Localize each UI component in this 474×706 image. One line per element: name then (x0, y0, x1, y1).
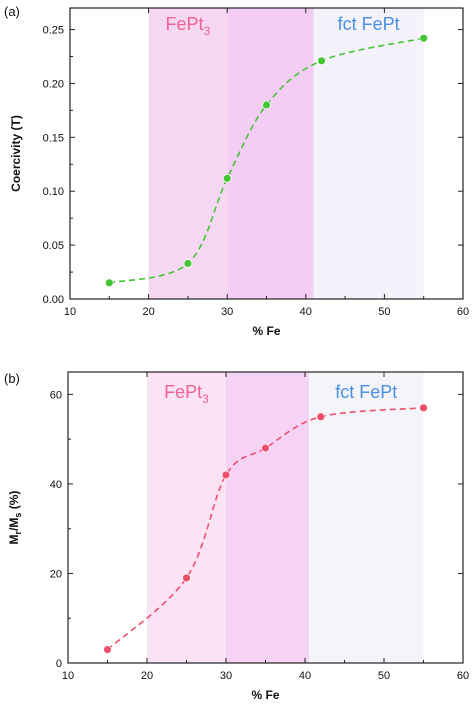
data-point (221, 470, 231, 480)
y-title-sub: s (13, 513, 23, 518)
x-axis-title: % Fe (252, 324, 280, 338)
y-tick-label: 0.20 (43, 78, 64, 90)
y-tick-label: 0.10 (43, 186, 64, 198)
region-band (147, 372, 226, 663)
region-label-sub: 3 (202, 392, 209, 406)
x-tick-label: 40 (299, 670, 311, 682)
region-label: fct FePt (335, 382, 397, 402)
region-band (308, 372, 424, 663)
x-tick-label: 30 (220, 670, 232, 682)
y-tick-label: 0 (56, 658, 62, 670)
data-point (419, 403, 428, 413)
y-title-part: M (7, 534, 21, 544)
x-tick-label: 60 (457, 306, 469, 318)
y-tick-label: 60 (50, 389, 62, 401)
region-band (227, 8, 314, 299)
data-point (317, 56, 326, 66)
x-tick-label: 40 (300, 306, 312, 318)
region-label-main: fct FePt (335, 382, 397, 402)
y-tick-label: 0.00 (43, 294, 64, 306)
region-label-main: FePt (166, 14, 204, 34)
panel-a: FePt3 fct FePt 10 20 30 40 50 60 0.00 0.05 0.10 0.1… (4, 4, 469, 338)
y-tick-label: 0.25 (43, 25, 64, 37)
x-tick-label: 10 (62, 670, 74, 682)
region-label-main: FePt (164, 382, 202, 402)
data-point (183, 259, 193, 268)
region-band (148, 8, 228, 299)
y-tick-label: 20 (50, 568, 62, 580)
y-axis-title: Coercivity (T) (9, 115, 23, 192)
panel-label: (b) (4, 371, 20, 386)
y-title-sub: r (13, 530, 23, 534)
x-tick-label: 30 (221, 306, 233, 318)
region-label: FePt3 (166, 14, 211, 38)
data-point (316, 412, 326, 422)
y-tick-label: 0.05 (43, 240, 64, 252)
data-point (419, 33, 429, 43)
x-tick-label: 50 (378, 670, 390, 682)
y-tick-label: 40 (50, 479, 62, 491)
x-tick-label: 20 (142, 306, 154, 318)
panel-b: FePt3 fct FePt 10 20 30 40 50 60 0 20 40 60 % Fe Mr/M… (4, 371, 469, 702)
y-tick-label: 0.15 (43, 132, 64, 144)
region-band (313, 8, 424, 299)
x-tick-label: 10 (64, 306, 76, 318)
x-tick-label: 20 (141, 670, 153, 682)
region-label-main: fct FePt (338, 14, 400, 34)
y-title-part: /M (7, 518, 21, 531)
x-tick-label: 60 (457, 670, 469, 682)
region-label-sub: 3 (204, 24, 211, 38)
data-point (103, 645, 112, 654)
data-point (261, 443, 270, 453)
data-point (104, 278, 114, 288)
region-label: FePt3 (164, 382, 209, 406)
region-label: fct FePt (338, 14, 400, 34)
y-title-part: (%) (7, 491, 21, 513)
region-band (226, 372, 309, 663)
data-point (182, 573, 191, 583)
x-tick-label: 50 (378, 306, 390, 318)
data-point (262, 100, 271, 110)
y-axis-title: Mr/Ms (%) (7, 491, 23, 545)
panel-label: (a) (4, 4, 20, 19)
series-line (109, 37, 424, 284)
data-point (222, 173, 232, 183)
x-axis-title: % Fe (251, 688, 279, 702)
